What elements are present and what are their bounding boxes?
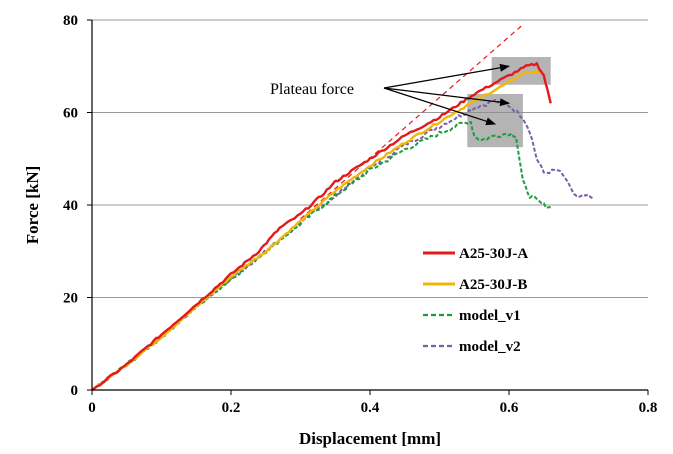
legend-label: model_v2	[459, 339, 521, 355]
y-axis-title: Force [kN]	[23, 166, 42, 245]
y-tick-label: 0	[71, 383, 79, 399]
y-tick-label: 80	[63, 13, 78, 29]
y-tick-label: 20	[63, 291, 78, 307]
x-tick-label: 0	[88, 400, 96, 416]
x-tick-label: 0.2	[222, 400, 241, 416]
x-tick-label: 0.8	[639, 400, 658, 416]
plateau-arrow	[383, 87, 510, 107]
plateau-arrow	[383, 63, 510, 89]
plateau-arrow	[383, 87, 497, 126]
plateau-force-label: Plateau force	[270, 81, 354, 98]
annotation-layer: Plateau force	[270, 63, 510, 126]
series-layer	[91, 24, 593, 391]
series-line-a25-30j-a	[91, 62, 552, 391]
series-line-a25-30j-b	[91, 70, 545, 391]
legend-label: model_v1	[459, 308, 521, 324]
legend-label: A25-30J-B	[459, 277, 527, 293]
grid-layer	[92, 19, 648, 298]
axis-layer: 0 20 40 60 80 0 0.2 0.4 0.6 0.8	[63, 13, 657, 416]
x-axis-title: Displacement [mm]	[299, 429, 441, 448]
y-tick-label: 40	[63, 198, 78, 214]
legend-label: A25-30J-A	[459, 246, 528, 262]
y-tick-label: 60	[63, 106, 78, 122]
legend-layer: A25-30J-A A25-30J-B model_v1 model_v2	[423, 246, 528, 355]
reference-line	[300, 24, 524, 220]
x-tick-label: 0.4	[361, 400, 380, 416]
x-tick-label: 0.6	[500, 400, 519, 416]
